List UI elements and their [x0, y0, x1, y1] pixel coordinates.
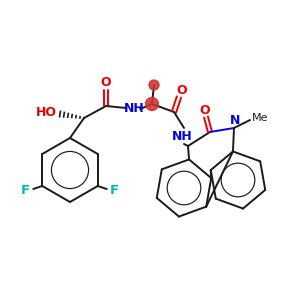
Text: F: F [110, 184, 119, 196]
Text: O: O [177, 85, 187, 98]
Text: NH: NH [124, 103, 144, 116]
Text: O: O [101, 76, 111, 89]
Text: N: N [230, 113, 240, 127]
Circle shape [146, 98, 158, 110]
Text: Me: Me [252, 113, 268, 123]
Text: F: F [21, 184, 30, 196]
Text: HO: HO [35, 106, 56, 119]
Text: O: O [200, 103, 210, 116]
Text: NH: NH [172, 130, 192, 143]
Circle shape [149, 80, 159, 90]
